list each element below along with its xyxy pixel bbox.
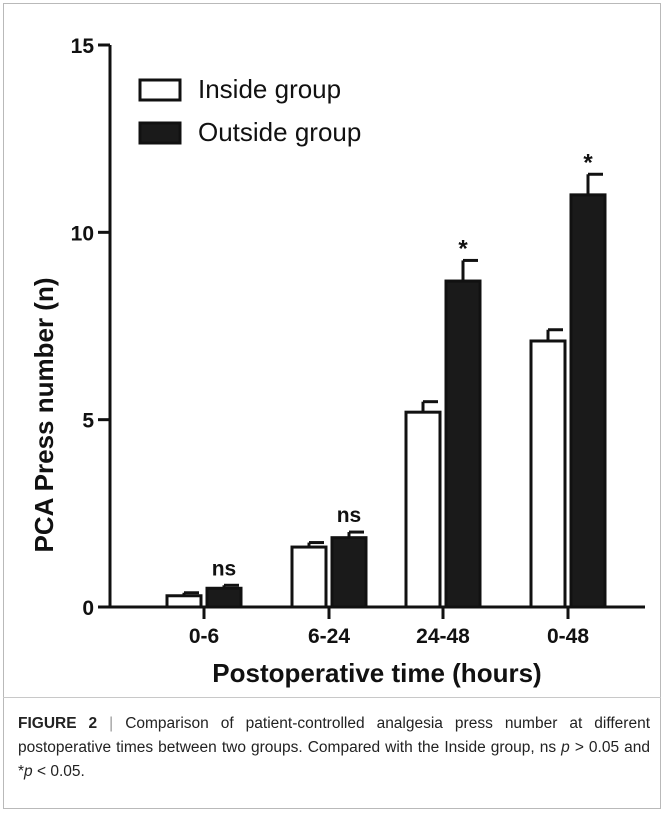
y-tick-label: 15 [71,35,95,58]
x-tick-label: 24-48 [416,625,470,648]
y-tick-label: 5 [82,410,94,433]
caption-text-2: > 0.05 and * [18,739,650,780]
x-tick-label: 6-24 [308,625,350,648]
bar-outside-group [330,536,368,609]
y-axis-label: PCA Press number (n) [29,278,59,553]
bar-inside-group [290,545,328,609]
bar-inside-group [404,410,442,609]
caption-p-symbol-1: p [561,739,570,756]
y-tick-label: 0 [82,597,94,620]
caption-separator: | [109,715,114,732]
caption-divider [3,697,661,698]
significance-label: ns [212,557,237,580]
significance-label: ns [337,504,362,527]
chart-legend: Inside group Outside group [138,74,361,147]
caption-text-1: Comparison of patient-controlled analges… [18,715,651,756]
figure-caption: FIGURE 2 | Comparison of patient-control… [18,712,650,784]
x-tick-label: 0-6 [189,625,219,648]
y-tick-label: 10 [71,222,94,245]
legend-swatch [138,121,182,145]
legend-label: Inside group [198,74,341,104]
caption-p-symbol-2: p [24,763,33,780]
significance-label: * [583,149,593,176]
caption-text-3: < 0.05. [36,763,85,780]
chart-ticks: 0 5 10 15 0-6 6-24 24-48 0-48 [71,35,590,648]
legend-swatch [138,78,182,102]
bar-outside-group [444,279,482,609]
figure-label: FIGURE 2 [18,715,98,732]
chart-annotations: ns ns * * [212,149,594,580]
x-axis-label: Postoperative time (hours) [212,658,541,688]
figure-frame [3,3,661,809]
bar-inside-group [529,339,567,609]
significance-label: * [458,235,468,262]
bar-outside-group [205,586,243,609]
bar-inside-group [165,594,203,609]
x-tick-label: 0-48 [547,625,589,648]
chart-bars [165,172,607,609]
bar-outside-group [569,193,607,609]
legend-label: Outside group [198,117,361,147]
bar-chart: 0 5 10 15 0-6 6-24 24-48 0-48 ns ns * * Inside gro… [29,35,645,688]
